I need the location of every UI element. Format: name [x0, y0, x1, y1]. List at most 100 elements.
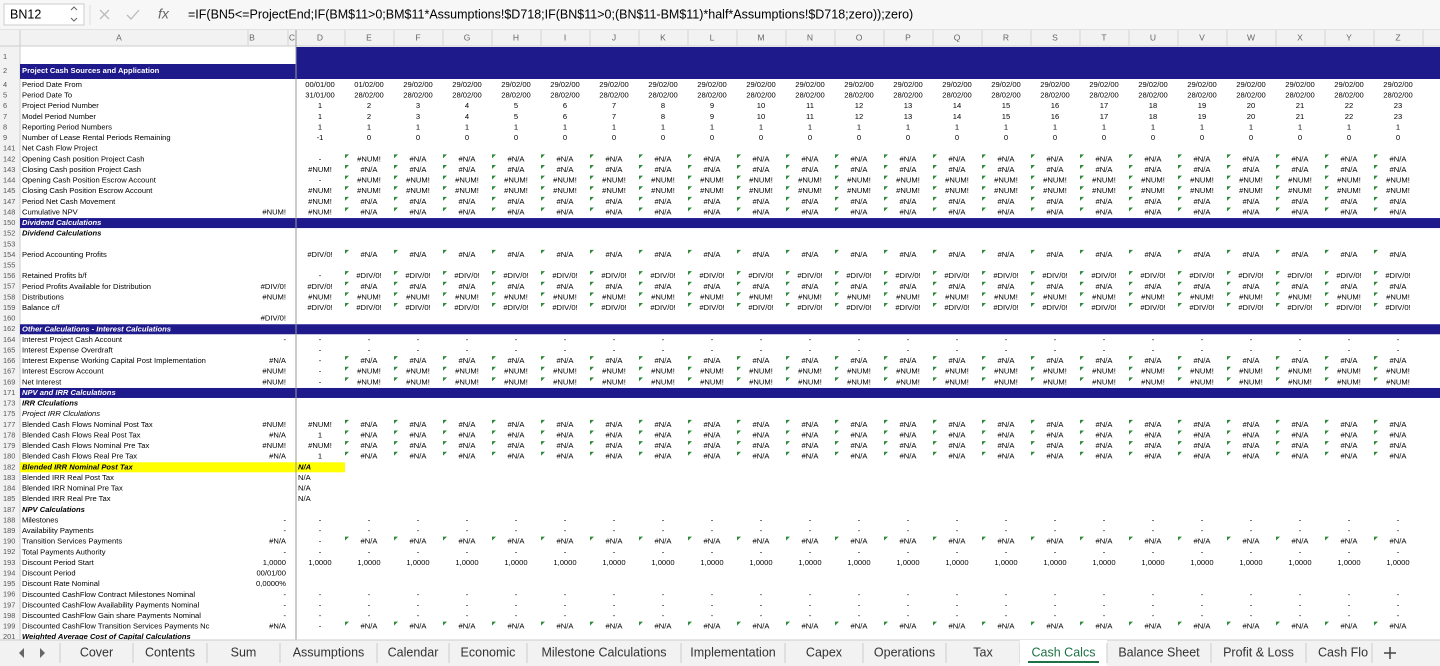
cell-value: #N/A — [802, 250, 820, 259]
cell-value: - — [760, 600, 763, 609]
error-indicator — [1178, 419, 1182, 424]
cell-value: #N/A — [802, 282, 820, 291]
cell-value: - — [1397, 547, 1400, 556]
error-indicator — [835, 154, 839, 159]
sheet-tab[interactable]: Profit & Loss — [1223, 645, 1294, 659]
next-sheet-button[interactable] — [40, 648, 45, 658]
row-label: Discount Period — [22, 569, 76, 578]
cell-value: - — [319, 377, 322, 386]
cell-value: - — [1348, 547, 1351, 556]
cell-value: - — [809, 600, 812, 609]
sheet-tab[interactable]: Calendar — [388, 645, 439, 659]
cell-value: #NUM! — [994, 377, 1018, 386]
sheet-tab[interactable]: Implementation — [690, 645, 776, 659]
cell-value: #N/A — [557, 430, 575, 439]
cell-value: - — [662, 611, 665, 620]
cell-value: #N/A — [1292, 430, 1310, 439]
cell-value: #N/A — [1390, 197, 1408, 206]
cell-value: - — [1348, 600, 1351, 609]
cell-value: 1,0000 — [896, 558, 919, 567]
error-indicator — [541, 175, 545, 180]
cell-value: #N/A — [1341, 250, 1359, 259]
name-box-arrows[interactable] — [70, 6, 78, 22]
cell-value: - — [956, 515, 959, 524]
cell-value: #N/A — [1145, 537, 1163, 546]
cell-value: #N/A — [704, 154, 722, 163]
cell-value: #N/A — [998, 356, 1016, 365]
cell-value: #N/A — [557, 356, 575, 365]
cell-value: #NUM! — [651, 367, 675, 376]
cell-value: #N/A — [1292, 207, 1310, 216]
error-indicator — [1031, 377, 1035, 382]
cell-value: 0 — [1298, 133, 1302, 142]
cell-value: - — [417, 515, 420, 524]
cell-value: #N/A — [1243, 452, 1261, 461]
error-indicator — [884, 536, 888, 541]
error-indicator — [394, 196, 398, 201]
cell-value: 28/02/00 — [1187, 91, 1217, 100]
cell-value: -1 — [317, 133, 324, 142]
cell-value: 1,0000 — [263, 558, 286, 567]
cell-value: #N/A — [802, 420, 820, 429]
cell-value: 7 — [612, 101, 616, 110]
error-indicator — [884, 303, 888, 308]
cell-value: 29/02/00 — [452, 80, 482, 89]
cell-value: - — [1054, 590, 1057, 599]
cell-value: #N/A — [508, 430, 526, 439]
sheet-tab[interactable]: Cover — [80, 645, 113, 659]
row-number: 166 — [3, 356, 15, 365]
cell-value: #N/A — [1341, 197, 1359, 206]
error-indicator — [492, 621, 496, 626]
formula-text[interactable]: =IF(BN5<=ProjectEnd;IF(BM$11>0;BM$11*Ass… — [188, 7, 913, 21]
cell-value: 1 — [318, 122, 322, 131]
sheet-tab[interactable]: Milestone Calculations — [541, 645, 666, 659]
sheet-tab[interactable]: Capex — [806, 645, 843, 659]
cell-value: - — [809, 590, 812, 599]
prev-sheet-button[interactable] — [19, 648, 24, 658]
cell-value: - — [319, 271, 322, 280]
row-label: Period Accounting Profits — [22, 250, 107, 259]
error-indicator — [1227, 451, 1231, 456]
cell-value: 1 — [612, 122, 616, 131]
cell-value: #N/A — [998, 420, 1016, 429]
sheet-tab[interactable]: Contents — [145, 645, 195, 659]
cancel-icon[interactable] — [99, 9, 110, 20]
sheet-tab[interactable]: Sum — [231, 645, 257, 659]
add-sheet-button[interactable] — [1384, 647, 1396, 659]
error-indicator — [737, 271, 741, 276]
cell-value: 20 — [1247, 112, 1255, 121]
sheet-tab[interactable]: Cash Calcs — [1032, 645, 1096, 659]
cell-value: #NUM! — [406, 292, 430, 301]
row-number: 193 — [3, 558, 15, 567]
sheet-tab[interactable]: Cash Flo — [1318, 645, 1368, 659]
error-indicator — [688, 175, 692, 180]
cell-value: 1,0000 — [798, 558, 821, 567]
enter-icon[interactable] — [126, 9, 140, 20]
cell-value: #N/A — [606, 420, 624, 429]
error-indicator — [1374, 441, 1378, 446]
cell-value: #N/A — [557, 197, 575, 206]
cell-value: - — [613, 590, 616, 599]
cell-value: 8 — [661, 101, 665, 110]
sheet-tab[interactable]: Assumptions — [293, 645, 365, 659]
sheet-tab[interactable]: Operations — [874, 645, 935, 659]
sheet-tab[interactable]: Economic — [461, 645, 516, 659]
cell-value: - — [368, 611, 371, 620]
cell-value: - — [1201, 611, 1204, 620]
cell-value: - — [711, 590, 714, 599]
cell-value: #NUM! — [1239, 367, 1263, 376]
cell-value: #N/A — [1390, 430, 1408, 439]
error-indicator — [933, 175, 937, 180]
cell-value: #N/A — [1145, 154, 1163, 163]
sheet-tab[interactable]: Balance Sheet — [1118, 645, 1200, 659]
name-box[interactable] — [3, 3, 85, 26]
error-indicator — [1031, 175, 1035, 180]
cell-value: 28/02/00 — [501, 91, 531, 100]
error-indicator — [1129, 419, 1133, 424]
cell-value: 5 — [514, 101, 518, 110]
function-icon[interactable]: fx — [158, 6, 170, 22]
cell-value: #N/A — [269, 452, 287, 461]
cell-value: #N/A — [1390, 165, 1408, 174]
error-indicator — [1080, 164, 1084, 169]
sheet-tab[interactable]: Tax — [973, 645, 993, 659]
